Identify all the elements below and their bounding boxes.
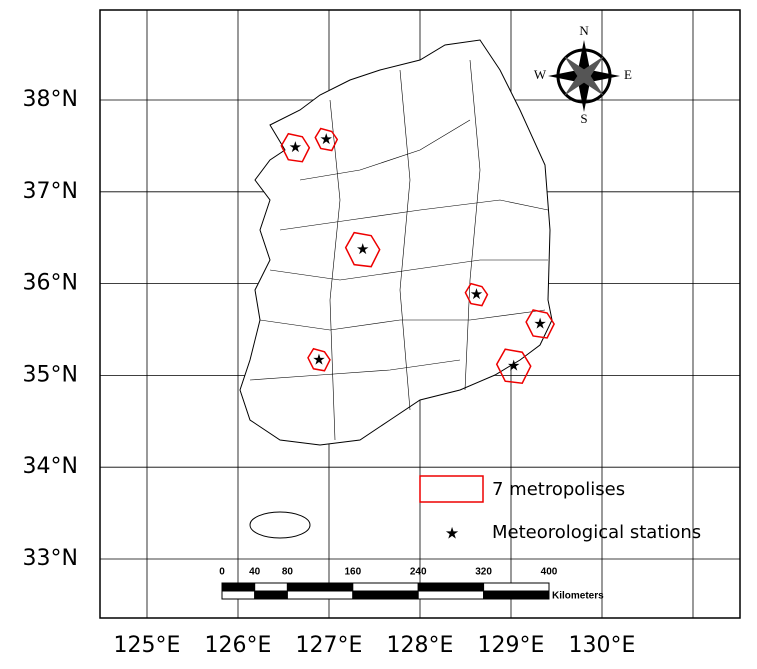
scale-segment (483, 590, 550, 600)
scale-segment (221, 582, 256, 592)
scale-label: 400 (541, 567, 558, 578)
metropolis-boundary (495, 348, 532, 385)
compass-rose: N E S W (534, 23, 632, 126)
lat-label: 38°N (23, 87, 78, 112)
legend-station-symbol: ★ (445, 524, 459, 543)
scale-segment (286, 590, 354, 600)
metropolis-boundary (464, 282, 489, 307)
scale-label: 240 (410, 567, 427, 578)
compass-n: N (579, 23, 589, 38)
station-marker: ★ (533, 314, 546, 332)
scale-label: 160 (344, 567, 361, 578)
metropolis-boundary (314, 127, 339, 152)
scale-segment (483, 582, 550, 592)
scale-segment (254, 590, 288, 600)
lon-label: 129°E (478, 633, 545, 658)
compass-w: W (534, 67, 547, 82)
scale-segment (286, 582, 354, 592)
scale-segment (221, 590, 256, 600)
scale-unit: Kilometers (552, 591, 604, 602)
lat-label: 36°N (23, 271, 78, 296)
lon-label: 126°E (205, 633, 272, 658)
metropolis-boundary (280, 132, 311, 163)
scale-segment (352, 582, 419, 592)
station-marker: ★ (470, 285, 483, 303)
metropolis-boundary (344, 231, 381, 268)
station-marker: ★ (507, 357, 520, 375)
jeju-island (249, 511, 311, 539)
compass-s: S (580, 111, 587, 126)
lat-label: 34°N (23, 454, 78, 479)
station-marker: ★ (312, 350, 325, 368)
scale-label: 80 (282, 567, 294, 578)
lat-label: 35°N (23, 362, 78, 387)
lat-label: 37°N (23, 179, 78, 204)
compass-e: E (624, 67, 632, 82)
lon-label: 130°E (569, 633, 636, 658)
metropolis-boundary (307, 347, 331, 372)
station-marker: ★ (289, 138, 302, 156)
scale-segment (352, 590, 419, 600)
province-lines (249, 59, 549, 441)
legend-station-label: Meteorological stations (492, 522, 701, 543)
scale-label: 40 (249, 567, 261, 578)
metropolis-boundary (525, 309, 555, 339)
station-marker: ★ (320, 130, 333, 148)
lon-label: 128°E (387, 633, 454, 658)
scale-segment (254, 582, 288, 592)
scale-label: 0 (219, 567, 225, 578)
legend-metro-swatch (419, 475, 484, 503)
station-marker: ★ (356, 240, 369, 258)
lon-label: 125°E (114, 633, 181, 658)
legend-metro-label: 7 metropolises (492, 479, 625, 500)
metropolis-boundaries (280, 127, 555, 385)
scale-segment (417, 582, 485, 592)
scale-segment (417, 590, 485, 600)
lat-label: 33°N (23, 546, 78, 571)
korea-outline (239, 39, 553, 446)
lon-label: 127°E (296, 633, 363, 658)
scale-label: 320 (475, 567, 492, 578)
